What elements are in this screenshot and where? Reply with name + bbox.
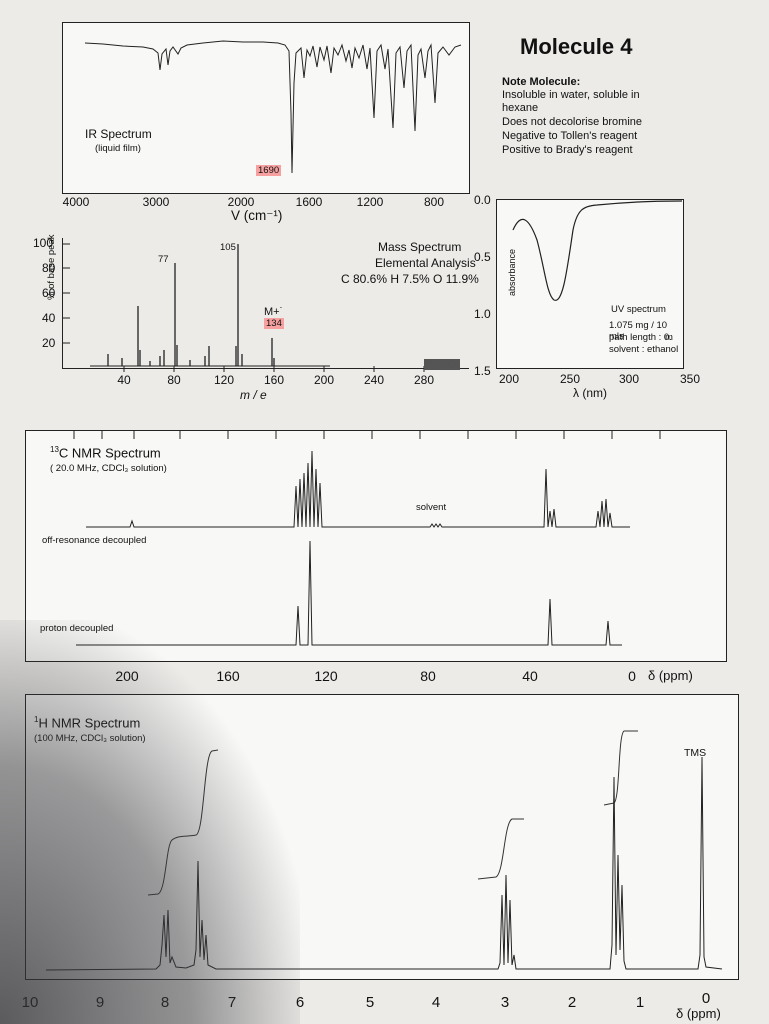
mass-title: Mass Spectrum <box>378 240 462 254</box>
c13-xtick-40: 40 <box>522 668 538 684</box>
uv-ytick-0: 0.0 <box>474 193 491 207</box>
h1-xtick-8: 8 <box>160 994 170 1011</box>
h1-xtick-1: 1 <box>635 994 645 1011</box>
mass-smudge: 300/600 <box>424 359 461 370</box>
mass-xtick-200: 200 <box>313 373 335 387</box>
ir-tick-3000: 3000 <box>142 195 170 209</box>
c13-title: 13C NMR Spectrum <box>50 445 161 460</box>
h1-xtick-3: 3 <box>500 994 510 1011</box>
ir-peak-label: 1690 <box>256 165 282 176</box>
mass-ytick-40: 40 <box>42 311 56 325</box>
mass-xtick-280: 280 <box>413 373 435 387</box>
mass-xtick-40: 40 <box>117 373 131 387</box>
note-heading: Note Molecule: <box>502 76 581 88</box>
h1-xtick-4: 4 <box>431 994 441 1011</box>
mass-molecular-ion-value: 134 <box>264 318 284 329</box>
mass-ylabel: % of base peak <box>46 234 57 301</box>
uv-spectrum-trace <box>512 200 683 301</box>
ir-spectrum-panel: IR Spectrum (liquid film) 1690 <box>62 22 470 194</box>
page-title: Molecule 4 <box>520 34 633 59</box>
c13-xtick-200: 200 <box>115 668 139 684</box>
c13-xtick-160: 160 <box>216 668 240 684</box>
c13-title-superscript: 13 <box>50 445 59 454</box>
mass-xlabel: m / e <box>240 388 267 402</box>
ir-title: IR Spectrum <box>85 127 152 141</box>
ir-tick-1200: 1200 <box>356 195 384 209</box>
mass-ytick-60: 60 <box>42 286 56 300</box>
h1-xtick-7: 7 <box>227 994 237 1011</box>
c13-xtick-0: 0 <box>628 668 636 684</box>
ir-tick-4000: 4000 <box>62 195 90 209</box>
c13-nmr-trace <box>73 431 661 646</box>
c13-off-resonance-label: off-resonance decoupled <box>42 535 147 546</box>
h1-xlabel: δ (ppm) <box>676 1006 721 1021</box>
h1-xtick-9: 9 <box>95 994 105 1011</box>
note-line-3: Does not decolorise bromine <box>502 116 643 128</box>
h1-subtitle: (100 MHz, CDCl₃ solution) <box>34 733 146 744</box>
mass-peak-105-label: 105 <box>220 242 236 253</box>
note-line-5: Positive to Brady's reagent <box>502 144 633 156</box>
uv-ytick-15: 1.5 <box>474 364 491 378</box>
ir-subtitle: (liquid film) <box>95 143 141 154</box>
uv-xtick-200: 200 <box>498 372 520 386</box>
ir-tick-800: 800 <box>423 195 445 209</box>
c13-title-text: C NMR Spectrum <box>58 445 161 461</box>
ir-spectrum-trace <box>84 40 462 174</box>
ir-tick-2000: 2000 <box>227 195 255 209</box>
elemental-values: C 80.6% H 7.5% O 11.9% <box>341 272 479 286</box>
h1-tms-label: TMS <box>684 747 707 759</box>
h1-xtick-6: 6 <box>295 994 305 1011</box>
h1-nmr-panel: 1H NMR Spectrum (100 MHz, CDCl₃ solution… <box>25 694 739 980</box>
h1-title: 1H NMR Spectrum <box>34 715 140 730</box>
c13-solvent-label: solvent <box>416 502 447 513</box>
mass-xtick-80: 80 <box>167 373 181 387</box>
uv-ytick-05: 0.5 <box>474 250 491 264</box>
c13-subtitle: ( 20.0 MHz, CDCl₃ solution) <box>50 463 167 474</box>
mass-xtick-160: 160 <box>263 373 285 387</box>
uv-spectrum-panel: absorbance UV spectrum 1.075 mg / 10 mls… <box>496 199 684 369</box>
mass-axes <box>62 238 469 369</box>
uv-path-length: path length : 0. <box>609 332 672 343</box>
uv-path-unit: m <box>665 332 673 343</box>
uv-ytick-10: 1.0 <box>474 307 491 321</box>
h1-title-text: H NMR Spectrum <box>38 715 141 731</box>
c13-xtick-120: 120 <box>314 668 338 684</box>
c13-xlabel: δ (ppm) <box>648 668 693 683</box>
ir-tick-1600: 1600 <box>295 195 323 209</box>
note-line-1: Insoluble in water, soluble in <box>502 89 640 101</box>
c13-xtick-80: 80 <box>420 668 436 684</box>
note-line-2: hexane <box>502 102 539 114</box>
uv-xtick-250: 250 <box>559 372 581 386</box>
h1-xtick-0: 0 <box>701 990 711 1007</box>
h1-xtick-5: 5 <box>365 994 375 1011</box>
mass-ytick-100: 100 <box>33 236 54 250</box>
note-line-4: Negative to Tollen's reagent <box>502 130 638 142</box>
elemental-title: Elemental Analysis <box>375 256 476 270</box>
mass-peak-77-label: 77 <box>158 254 169 265</box>
uv-title: UV spectrum <box>611 304 666 315</box>
mass-molecular-ion: M+˙ <box>264 306 284 318</box>
uv-solvent: solvent : ethanol <box>609 344 679 355</box>
uv-xtick-300: 300 <box>618 372 640 386</box>
uv-concentration: 1.075 mg / 10 mls <box>609 320 668 342</box>
c13-nmr-panel: 13C NMR Spectrum ( 20.0 MHz, CDCl₃ solut… <box>25 430 727 662</box>
h1-xtick-10: 10 <box>21 994 39 1011</box>
mass-ytick-80: 80 <box>42 261 56 275</box>
c13-proton-decoupled-label: proton decoupled <box>40 623 114 634</box>
ir-axis-label: V (cm⁻¹) <box>231 208 283 223</box>
uv-xlabel: λ (nm) <box>573 386 607 400</box>
h1-xtick-2: 2 <box>567 994 577 1011</box>
mass-ytick-20: 20 <box>42 336 56 350</box>
mass-xtick-120: 120 <box>213 373 235 387</box>
uv-xtick-350: 350 <box>679 372 701 386</box>
mass-xtick-240: 240 <box>363 373 385 387</box>
uv-ylabel: absorbance <box>507 248 517 296</box>
